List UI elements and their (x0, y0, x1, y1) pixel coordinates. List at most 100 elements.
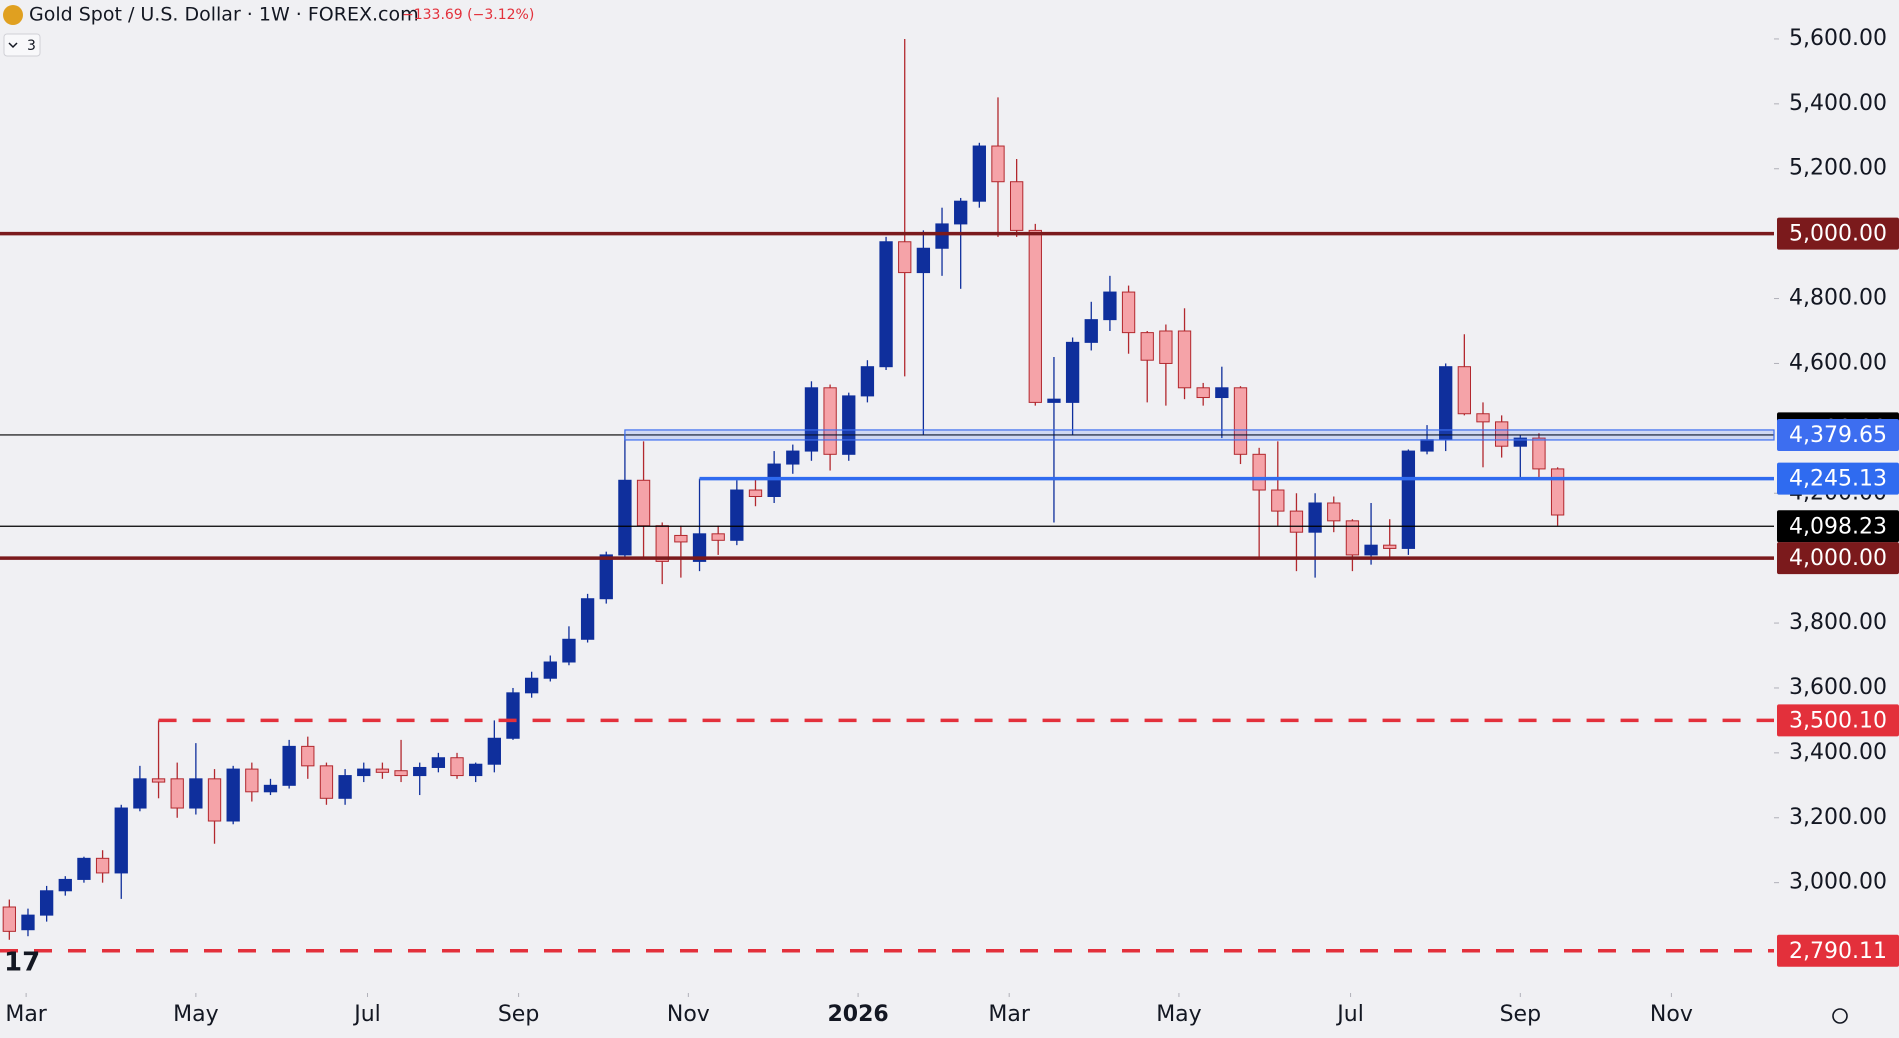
x-tick-label: May (173, 1002, 218, 1027)
level-label-box (1777, 462, 1899, 495)
x-tick-label: Jul (352, 1002, 381, 1027)
candle-body (301, 745, 315, 767)
candle-body (1364, 544, 1378, 556)
candle-body (1383, 544, 1397, 549)
candle-body (506, 692, 520, 739)
candle-body (469, 763, 483, 777)
candle-body (319, 765, 334, 799)
candle-body (394, 770, 408, 777)
candle-body (487, 737, 501, 765)
candle-body (711, 533, 725, 541)
y-tick-label: 4,600.00 (1789, 350, 1887, 375)
chevron (8, 42, 18, 49)
y-tick-label: 3,600.00 (1789, 675, 1887, 700)
candle-body (748, 489, 763, 497)
candle-body (58, 878, 72, 892)
candle-body (2, 906, 16, 932)
level-label: 4,098.23 (1789, 514, 1887, 539)
settings-icon[interactable] (1832, 1008, 1848, 1024)
candle-body (282, 745, 296, 786)
candle-body (842, 395, 856, 455)
candle-body (692, 533, 707, 562)
candle-body (562, 638, 576, 663)
candle-body (972, 145, 986, 202)
candle-body (935, 223, 949, 249)
candle-body (1233, 387, 1248, 455)
candle-body (114, 807, 128, 874)
candle-body (1047, 398, 1061, 403)
candle-body (1028, 229, 1042, 403)
candle-body (954, 200, 968, 225)
candle-body (1401, 450, 1416, 549)
candle-body (1271, 489, 1285, 512)
candle-body (1196, 387, 1210, 399)
candle-body (524, 677, 539, 694)
indicator-toggle[interactable] (3, 33, 41, 57)
y-tick-label: 5,400.00 (1789, 91, 1887, 116)
price-change: −133.69 (−3.12%) (402, 7, 534, 23)
candle-body (1289, 510, 1304, 533)
level-label: 4,379.65 (1789, 423, 1887, 448)
candle-body (170, 778, 184, 809)
y-tick-label: 3,200.00 (1789, 805, 1887, 830)
candle-body (1065, 341, 1080, 403)
candle-body (207, 778, 222, 822)
candle-body (1308, 502, 1322, 533)
candle-body (245, 768, 259, 793)
candle-body (450, 757, 464, 777)
y-tick-label: 5,200.00 (1789, 156, 1887, 181)
y-tick-label: 4,800.00 (1789, 286, 1887, 311)
candle-body (1121, 291, 1136, 334)
candle-body (823, 387, 837, 455)
candle-body (1252, 453, 1266, 491)
candle-body (1476, 413, 1490, 423)
x-tick-label: Mar (988, 1002, 1030, 1027)
candle-body (357, 768, 371, 777)
level-label-box (1777, 418, 1899, 451)
x-tick-label: Mar (5, 1002, 47, 1027)
candle-body (77, 857, 91, 880)
plot-area: 3,000.00 3,200.00 3,400.00 3,600.00 3,800.00… (0, 26, 1899, 1027)
candle-body (786, 450, 800, 465)
candle-body (898, 241, 912, 274)
candle-body (375, 768, 390, 773)
chart-title: Gold Spot / U.S. Dollar · 1W · FOREX.com (29, 4, 419, 26)
candle-body (916, 247, 931, 274)
level-band (624, 429, 1775, 441)
logo: 17 (4, 948, 40, 978)
candle-body (730, 489, 744, 541)
y-tick-label: 3,400.00 (1789, 740, 1887, 765)
level-label-box (1777, 704, 1899, 737)
candle-body (1327, 502, 1341, 522)
candle-body (1215, 387, 1229, 399)
level-label-box (1777, 217, 1899, 250)
candle-body (804, 387, 819, 452)
candle-body (1439, 366, 1453, 441)
candle-body (1457, 366, 1471, 415)
candle-body (674, 534, 688, 543)
candle-body (860, 366, 875, 397)
candle-body (189, 778, 203, 809)
level-label: 5,000.00 (1789, 222, 1887, 247)
candle-body (1103, 291, 1117, 321)
indicator-count: 3 (27, 38, 36, 54)
candle-body (151, 778, 166, 783)
candle-body (1009, 181, 1024, 231)
x-tick-label: 2026 (827, 1002, 888, 1027)
candle-body (618, 479, 632, 556)
candle-body (599, 554, 613, 600)
candle-body (1084, 319, 1098, 343)
y-tick-label: 3,000.00 (1789, 870, 1887, 895)
candle-body (39, 890, 54, 916)
x-tick-label: Nov (667, 1002, 710, 1027)
candle-body (431, 757, 446, 768)
x-tick-label: Sep (1500, 1002, 1541, 1027)
candle-body (655, 525, 669, 562)
candle-body (1159, 330, 1173, 364)
level-label-box (1777, 934, 1899, 967)
level-label-box (1777, 542, 1899, 575)
candle-body (1420, 439, 1434, 452)
y-tick-label: 5,600.00 (1789, 26, 1887, 51)
